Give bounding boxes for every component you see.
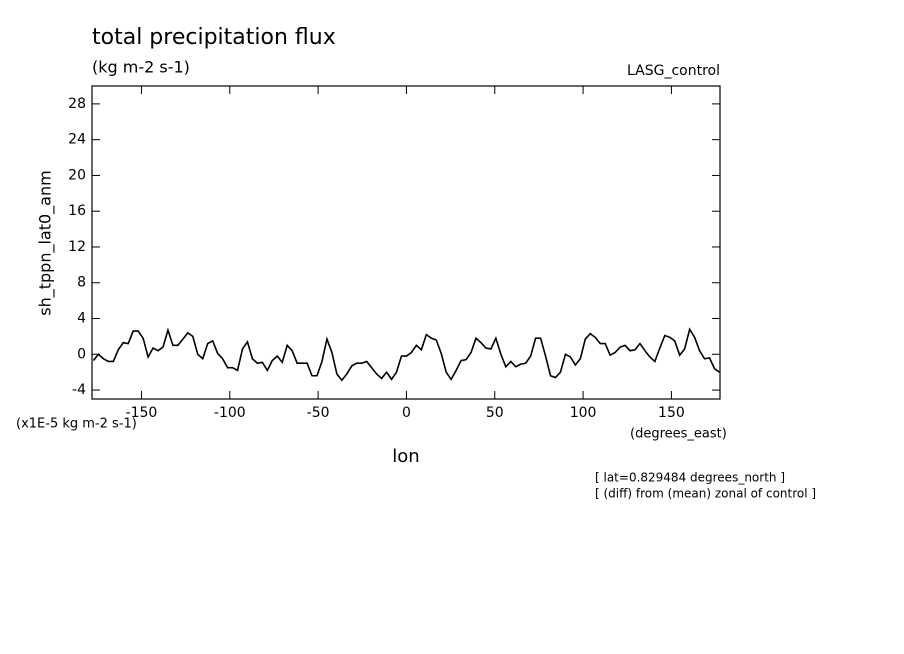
x-axis-label: lon <box>392 446 419 467</box>
x-tick-label: -50 <box>307 405 330 421</box>
plot-frame <box>91 85 721 400</box>
annotation: [ lat=0.829484 degrees_north ] <box>595 471 785 485</box>
y-units: (x1E-5 kg m-2 s-1) <box>16 417 137 432</box>
x-tick-label: 150 <box>658 405 685 421</box>
y-tick-label: 12 <box>68 239 86 255</box>
chart-subtitle: (kg m-2 s-1) <box>92 58 190 77</box>
x-tick-label: 50 <box>486 405 504 421</box>
y-tick-label: 16 <box>68 203 86 219</box>
y-tick-label: 24 <box>68 132 86 148</box>
x-tick-label: 100 <box>570 405 597 421</box>
y-axis-label: sh_tppn_lat0_anm <box>36 170 56 315</box>
y-tick-label: 0 <box>77 346 86 362</box>
x-tick-label: 0 <box>402 405 411 421</box>
chart-title: total precipitation flux <box>92 25 336 50</box>
dataset-label: LASG_control <box>627 63 720 79</box>
y-tick-label: 8 <box>77 275 86 291</box>
annotation: [ (diff) from (mean) zonal of control ] <box>595 487 816 501</box>
y-tick-label: 4 <box>77 311 86 327</box>
x-tick-label: -100 <box>214 405 246 421</box>
y-tick-label: 28 <box>68 96 86 112</box>
y-tick-label: -4 <box>72 382 86 398</box>
y-tick-label: 20 <box>68 167 86 183</box>
x-tick-label: -150 <box>126 405 158 421</box>
x-units: (degrees_east) <box>630 427 727 442</box>
data-line <box>92 327 720 382</box>
